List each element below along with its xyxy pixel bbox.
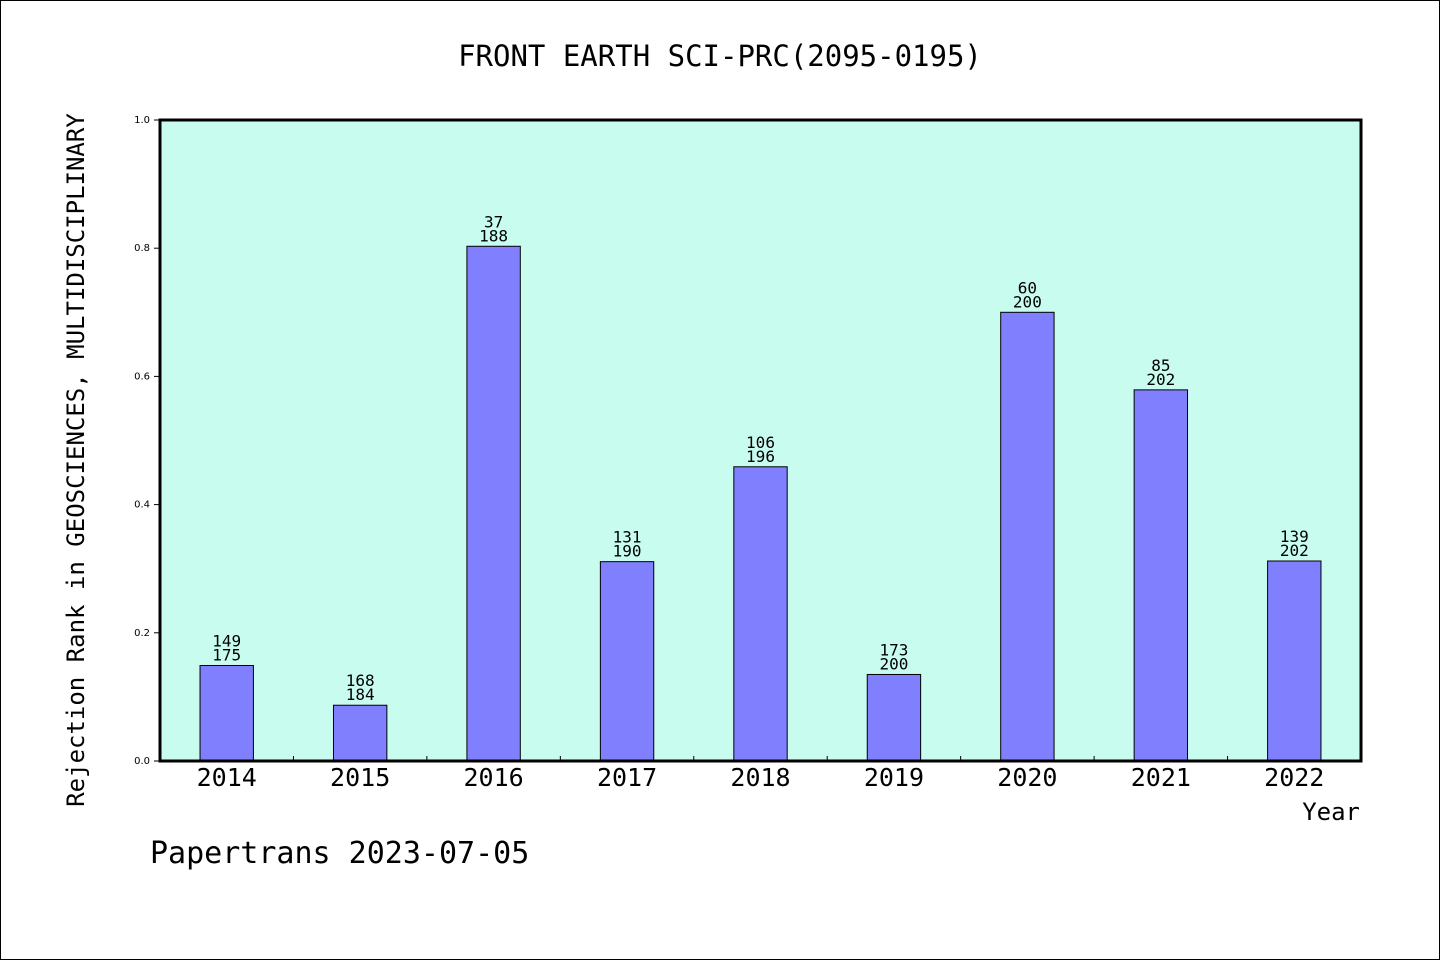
bar-label-total: 184 bbox=[346, 685, 375, 704]
bar-label-rank: 37 bbox=[484, 212, 503, 231]
bar-label-rank: 131 bbox=[613, 528, 642, 547]
bar-label-total: 200 bbox=[879, 654, 908, 673]
plot-border bbox=[158, 118, 1363, 763]
bar-labels-group: 1491751681843718813119010619617320060200… bbox=[212, 212, 1308, 704]
bar bbox=[733, 466, 788, 762]
x-tick-label: 2022 bbox=[1264, 763, 1324, 792]
x-tick-label: 2020 bbox=[997, 763, 1057, 792]
bar bbox=[866, 673, 922, 762]
x-ticks-group: 2014 2015 2016 2017 2018 2019 2020 2021 2022 bbox=[197, 756, 1324, 792]
x-axis-label: Year bbox=[1302, 798, 1360, 826]
y-tick-label: 0.4 bbox=[134, 500, 150, 511]
x-tick-label: 2021 bbox=[1131, 763, 1191, 792]
y-tick-label: 0.2 bbox=[134, 628, 150, 639]
bar bbox=[1267, 560, 1322, 762]
bar bbox=[599, 561, 655, 762]
bar bbox=[1133, 389, 1189, 762]
bar-label-rank: 85 bbox=[1151, 356, 1170, 375]
bars-group bbox=[199, 245, 1322, 762]
bar-label-total: 200 bbox=[1013, 292, 1042, 311]
bar-label-rank: 173 bbox=[879, 640, 908, 659]
x-tick-label: 2018 bbox=[730, 763, 790, 792]
x-tick-label: 2019 bbox=[864, 763, 924, 792]
bar-label-rank: 106 bbox=[746, 433, 775, 452]
bar-label-rank: 149 bbox=[212, 631, 241, 650]
bar-label-total: 202 bbox=[1146, 370, 1175, 389]
bar-label-rank: 60 bbox=[1018, 278, 1037, 297]
x-tick-label: 2014 bbox=[197, 763, 257, 792]
bar-label-rank: 139 bbox=[1280, 527, 1309, 546]
x-tick-label: 2016 bbox=[464, 763, 524, 792]
bar-label-rank: 168 bbox=[346, 671, 375, 690]
y-tick-label: 0.8 bbox=[134, 243, 150, 254]
x-tick-label: 2015 bbox=[330, 763, 390, 792]
y-tick-label: 0.0 bbox=[134, 756, 150, 767]
y-ticks-group: 0.0 0.2 0.4 0.6 0.8 1.0 bbox=[134, 115, 160, 767]
bar bbox=[466, 245, 521, 762]
bar bbox=[199, 664, 254, 762]
bar bbox=[1000, 311, 1055, 762]
bar-label-total: 188 bbox=[479, 226, 508, 245]
bar-label-total: 196 bbox=[746, 447, 775, 466]
bar-label-total: 202 bbox=[1280, 541, 1309, 560]
bar-label-total: 175 bbox=[212, 645, 241, 664]
watermark-text: Papertrans 2023-07-05 bbox=[150, 836, 529, 871]
bar-label-total: 190 bbox=[613, 542, 642, 561]
y-axis-label: Rejection Rank in GEOSCIENCES, MULTIDISC… bbox=[62, 113, 90, 807]
y-tick-label: 1.0 bbox=[134, 115, 150, 126]
bar bbox=[332, 704, 388, 762]
y-tick-label: 0.6 bbox=[134, 371, 150, 382]
x-tick-label: 2017 bbox=[597, 763, 657, 792]
chart-title: FRONT EARTH SCI-PRC(2095-0195) bbox=[458, 39, 982, 73]
